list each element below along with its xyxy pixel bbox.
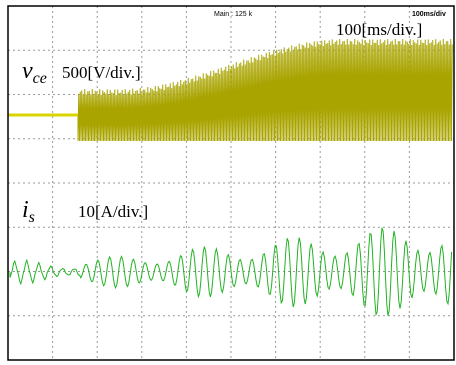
timebase-small: 100ms/div [412,11,446,18]
oscilloscope-screen: Main : 125 k 100ms/div 100[ms/div.] vce … [0,0,456,365]
symbol: i [22,197,29,223]
symbol: v [22,58,33,84]
trace-scale: 500[V/div.] [62,63,141,82]
subscript: ce [33,70,47,87]
trace-scale: 10[A/div.] [78,202,148,221]
timebase-label: 100[ms/div.] [336,20,422,39]
subscript: s [29,209,35,226]
sample-rate: Main : 125 k [214,11,253,18]
